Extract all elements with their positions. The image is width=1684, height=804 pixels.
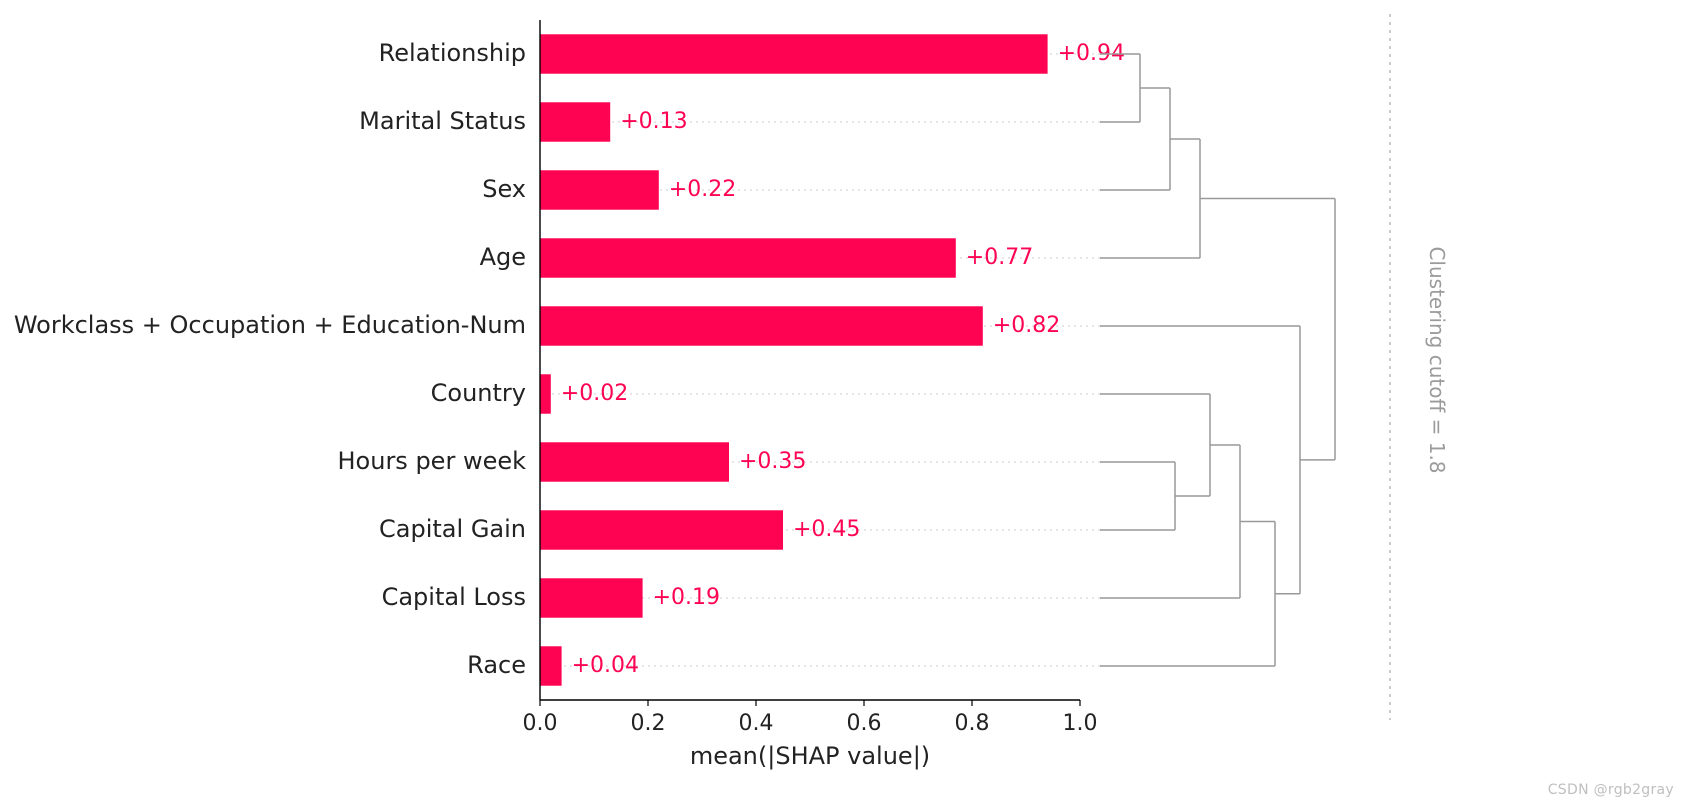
bar-value-label: +0.77: [966, 245, 1033, 270]
clustering-cutoff-label: Clustering cutoff = 1.8: [1425, 246, 1449, 473]
y-tick-label: Age: [480, 243, 526, 271]
bar-value-label: +0.13: [620, 109, 687, 134]
watermark: CSDN @rgb2gray: [1548, 782, 1674, 798]
x-tick-label: 0.0: [523, 711, 558, 736]
shap-bar-chart: +0.94Relationship+0.13Marital Status+0.2…: [0, 0, 1684, 804]
bar: [540, 442, 729, 481]
y-tick-label: Capital Gain: [379, 515, 526, 543]
bar-value-label: +0.04: [572, 653, 639, 678]
x-tick-label: 0.4: [739, 711, 774, 736]
bar: [540, 374, 551, 413]
bar: [540, 578, 643, 617]
bar-value-label: +0.45: [793, 517, 860, 542]
y-tick-label: Sex: [482, 175, 526, 203]
x-tick-label: 1.0: [1063, 711, 1098, 736]
bar-value-label: +0.82: [993, 313, 1060, 338]
y-tick-label: Race: [467, 651, 526, 679]
y-tick-label: Country: [431, 379, 526, 407]
bar-value-label: +0.19: [653, 585, 720, 610]
x-tick-label: 0.6: [847, 711, 882, 736]
bar: [540, 34, 1048, 73]
x-tick-label: 0.2: [631, 711, 666, 736]
y-tick-label: Workclass + Occupation + Education-Num: [14, 311, 526, 339]
bar: [540, 510, 783, 549]
bar: [540, 306, 983, 345]
bar-value-label: +0.02: [561, 381, 628, 406]
bar: [540, 646, 562, 685]
x-tick-label: 0.8: [955, 711, 990, 736]
bar: [540, 238, 956, 277]
bar: [540, 170, 659, 209]
y-tick-label: Hours per week: [338, 447, 527, 475]
y-tick-label: Marital Status: [359, 107, 526, 135]
bar-value-label: +0.35: [739, 449, 806, 474]
bar-value-label: +0.22: [669, 177, 736, 202]
bar: [540, 102, 610, 141]
y-tick-label: Relationship: [379, 39, 526, 67]
x-axis-label: mean(|SHAP value|): [690, 742, 930, 770]
y-tick-label: Capital Loss: [382, 583, 526, 611]
